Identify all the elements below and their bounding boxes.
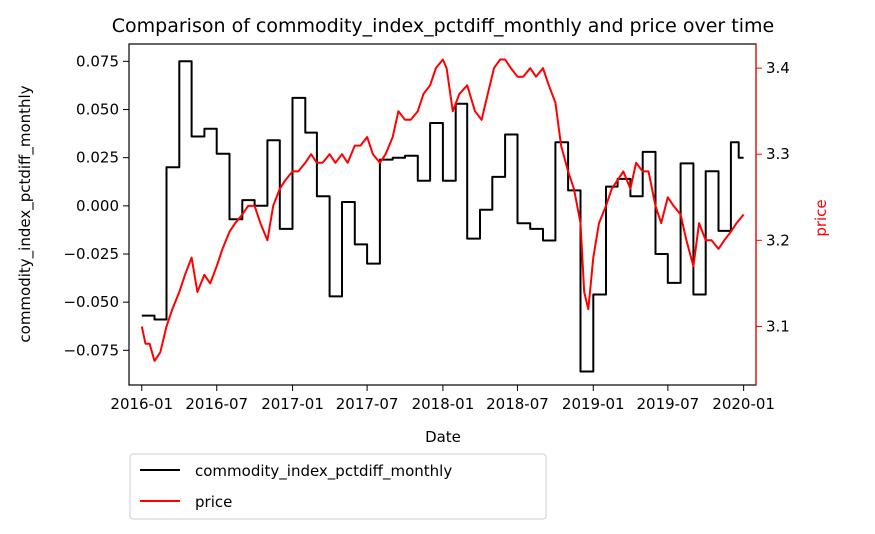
y-left-tick-label: −0.050: [63, 293, 119, 311]
y-left-tick-label: 0.000: [76, 197, 119, 215]
legend: commodity_index_pctdiff_monthly price: [129, 453, 547, 520]
y-right-axis-ticks: 3.1 3.2 3.3 3.4: [756, 59, 790, 335]
legend-box: [129, 453, 547, 520]
series-line-commodity-index-pctdiff-monthly: [141, 60, 744, 373]
x-tick-label: 2016-07: [185, 395, 248, 413]
series-line-price: [140, 58, 745, 362]
legend-label-commodity: commodity_index_pctdiff_monthly: [195, 462, 452, 481]
x-tick-label: 2019-01: [562, 395, 625, 413]
x-tick-label: 2020-01: [712, 395, 775, 413]
y-left-tick-label: −0.075: [63, 341, 119, 359]
plot-frame: [128, 43, 757, 386]
y-left-tick-label: −0.025: [63, 245, 119, 263]
y-right-tick-label: 3.1: [766, 317, 790, 335]
y-right-tick-label: 3.3: [766, 145, 790, 163]
series-layer: [140, 58, 745, 373]
x-tick-label: 2017-01: [261, 395, 324, 413]
x-tick-label: 2017-07: [336, 395, 399, 413]
plot-area: [128, 43, 757, 386]
y-left-tick-label: 0.075: [76, 52, 119, 70]
legend-label-price: price: [195, 493, 232, 511]
chart-title: Comparison of commodity_index_pctdiff_mo…: [112, 15, 774, 37]
y-right-tick-label: 3.2: [766, 231, 790, 249]
y-left-axis-ticks: −0.075 −0.050 −0.025 0.000 0.025 0.050 0.075: [63, 52, 129, 359]
y-left-tick-label: 0.050: [76, 101, 119, 119]
y-left-axis-label: commodity_index_pctdiff_monthly: [16, 85, 35, 342]
y-right-axis-label: price: [812, 199, 830, 236]
x-tick-label: 2018-07: [486, 395, 549, 413]
x-tick-label: 2019-07: [636, 395, 699, 413]
y-left-tick-label: 0.025: [76, 149, 119, 167]
x-axis-label: Date: [425, 428, 461, 446]
y-right-tick-label: 3.4: [766, 59, 790, 77]
x-tick-label: 2018-01: [412, 395, 475, 413]
x-tick-label: 2016-01: [110, 395, 173, 413]
x-axis-ticks: 2016-01 2016-07 2017-01 2017-07 2018-01 2018-…: [110, 385, 775, 413]
